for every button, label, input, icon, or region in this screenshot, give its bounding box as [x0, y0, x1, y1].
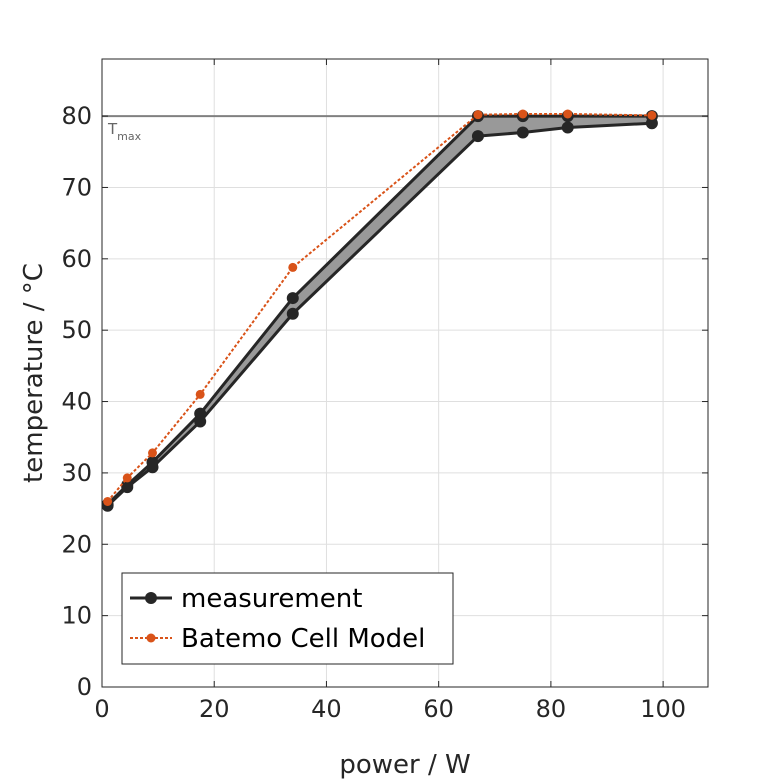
model-point-2 [148, 448, 157, 458]
tmax-main: T [107, 120, 118, 138]
y-axis-title: temperature / °C [19, 263, 49, 483]
y-tick-label-40: 40 [61, 388, 92, 416]
model-point-6 [518, 109, 528, 119]
model-point-7 [563, 109, 573, 119]
legend-box [121, 572, 454, 665]
tmax-subscript: max [117, 130, 141, 143]
legend-marker-0 [145, 592, 157, 604]
measurement-point-5 [471, 130, 484, 143]
x-tick-label-80: 80 [536, 695, 567, 723]
plot-frame [101, 58, 709, 688]
tmax-label: Tmax [107, 120, 142, 143]
measurement-point-8 [645, 117, 658, 130]
tick-labels: 0 20 40 60 80 100 0 10 20 30 40 50 60 70 80 [61, 102, 686, 723]
y-tick-label-70: 70 [61, 173, 92, 201]
measurement-point-7 [561, 121, 574, 134]
measurement-upper-line [106, 114, 652, 506]
measurement-band-fill [107, 116, 652, 506]
series [101, 109, 658, 512]
measurement-point-3 [194, 415, 207, 428]
model-line [106, 112, 652, 503]
x-tick-label-100: 100 [640, 695, 686, 723]
measurement-point-2 [146, 461, 159, 474]
measurement-band [107, 116, 652, 506]
y-tick-label-0: 0 [77, 673, 92, 701]
legend-label-0: measurement [181, 584, 362, 614]
ticks [101, 59, 708, 688]
model-point-8 [647, 110, 657, 120]
measurement-point-4 [286, 307, 299, 320]
x-axis-title: power / W [339, 750, 470, 780]
model-point-1 [122, 473, 132, 483]
model-point-0 [103, 496, 113, 506]
y-tick-label-30: 30 [61, 459, 92, 487]
legend: measurement Batemo Cell Model [121, 572, 454, 665]
legend-marker-1 [146, 633, 156, 643]
y-tick-label-20: 20 [61, 530, 92, 558]
measurement-point-1 [121, 481, 134, 494]
measurement-point-6 [516, 126, 529, 139]
model-point-4 [288, 262, 298, 272]
model-point-5 [473, 110, 483, 120]
y-tick-label-60: 60 [61, 245, 92, 273]
x-tick-label-40: 40 [311, 695, 342, 723]
x-tick-label-60: 60 [423, 695, 454, 723]
legend-items: measurement Batemo Cell Model [130, 584, 425, 654]
y-tick-label-10: 10 [61, 602, 92, 630]
legend-label-1: Batemo Cell Model [181, 624, 425, 654]
y-tick-label-80: 80 [61, 102, 92, 130]
x-tick-label-20: 20 [199, 695, 230, 723]
y-tick-label-50: 50 [61, 316, 92, 344]
measurement-upper-point-4 [286, 292, 299, 305]
model-point-3 [195, 389, 205, 399]
x-tick-label-0: 0 [94, 695, 109, 723]
measurement-lower-line [106, 121, 652, 507]
